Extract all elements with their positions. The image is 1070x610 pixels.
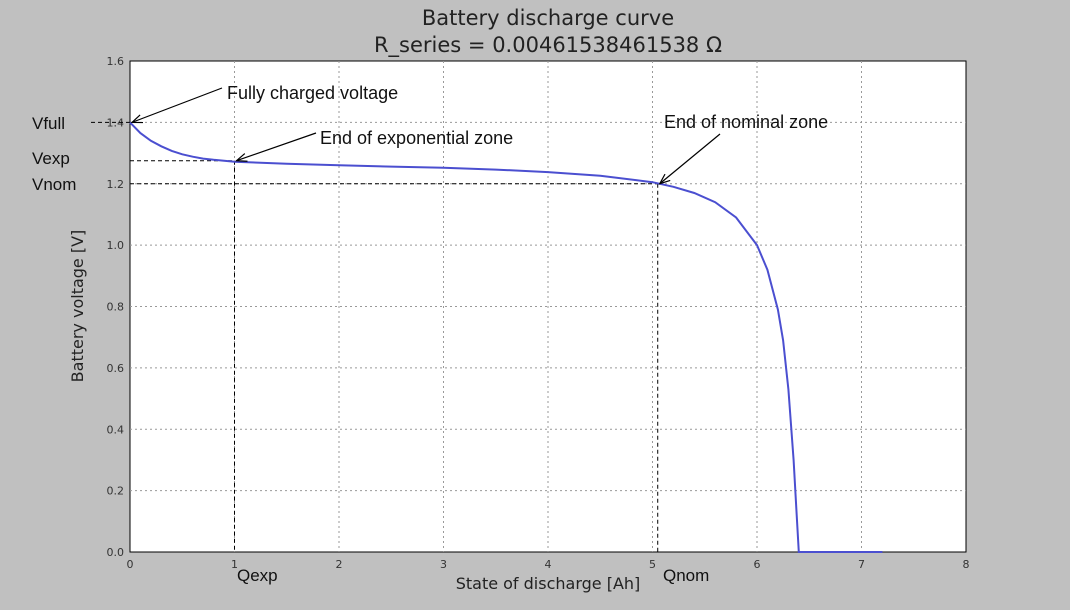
y-tick-label: 0.6 (107, 362, 125, 375)
tick-labels: 0 1 2 3 4 5 6 7 80.00.20.40.60.81.01.21.41.6 (107, 55, 970, 571)
x-tick-label: 8 (963, 558, 970, 571)
x-tick-label: 7 (858, 558, 865, 571)
y-tick-label: 0.0 (107, 546, 125, 559)
x-tick-label: 5 (649, 558, 656, 571)
x-tick-label: 6 (754, 558, 761, 571)
grid-lines (130, 61, 966, 552)
annotation-fully-charged: Fully charged voltage (227, 83, 398, 103)
annotation-nominal-zone: End of nominal zone (664, 112, 828, 132)
x-axis-label: State of discharge [Ah] (456, 574, 641, 593)
y-tick-label: 1.0 (107, 239, 125, 252)
x-tick-label: 0 (127, 558, 134, 571)
chart-subtitle: R_series = 0.00461538461538 Ω (374, 33, 722, 58)
y-axis-label: Battery voltage [V] (68, 230, 87, 383)
y-tick-label: 1.6 (107, 55, 125, 68)
marker-qexp: Qexp (237, 566, 278, 585)
chart-title: Battery discharge curve (422, 6, 674, 30)
y-tick-label: 0.8 (107, 301, 125, 314)
marker-vfull: Vfull (32, 114, 65, 133)
marker-vexp: Vexp (32, 149, 70, 168)
marker-vnom: Vnom (32, 175, 76, 194)
x-tick-label: 3 (440, 558, 447, 571)
y-tick-label: 1.2 (107, 178, 125, 191)
y-tick-label: 0.2 (107, 485, 125, 498)
annotation-exponential-zone: End of exponential zone (320, 128, 513, 148)
marker-qnom: Qnom (663, 566, 709, 585)
series-line-discharge (129, 121, 883, 553)
x-tick-label: 2 (336, 558, 343, 571)
x-tick-label: 1 (231, 558, 238, 571)
x-tick-label: 4 (545, 558, 552, 571)
arrow-nominal-zone (658, 133, 721, 185)
annotation-arrows (130, 87, 721, 185)
arrow-fully-charged (130, 87, 223, 124)
arrow-exponential-zone (234, 132, 317, 162)
y-tick-label: 0.4 (107, 423, 125, 436)
